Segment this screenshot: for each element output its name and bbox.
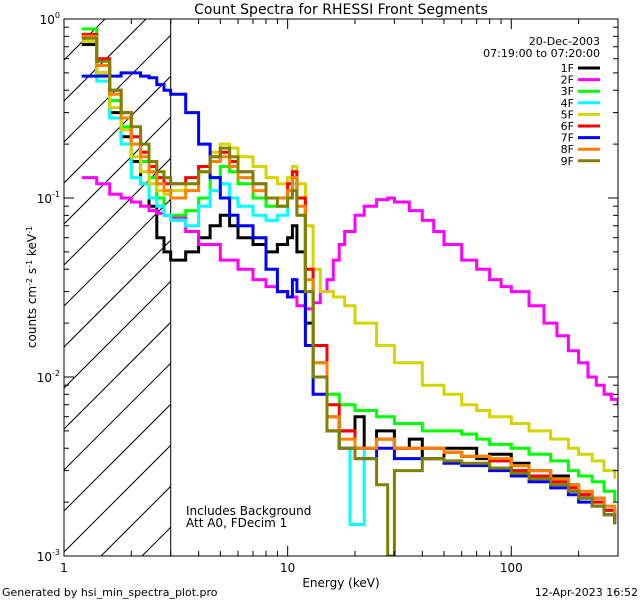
plot-frame: [63, 18, 619, 557]
x-tick-label: 10: [280, 561, 295, 575]
hatch-line: [64, 403, 171, 512]
series-line-8F: [81, 34, 617, 515]
legend-label-8F: 8F: [561, 143, 574, 156]
info-date: 20-Dec-2003: [529, 35, 600, 48]
series-line-7F: [81, 71, 617, 525]
hatch-line: [64, 19, 106, 61]
hatch-line: [64, 280, 171, 389]
y-tick-label: 10-1: [37, 190, 60, 206]
x-axis-label: Energy (keV): [302, 576, 379, 590]
series-line-2F: [81, 176, 618, 405]
hatch-line: [64, 239, 171, 348]
legend-label-3F: 3F: [561, 85, 574, 98]
footer-timestamp: 12-Apr-2023 16:52: [535, 586, 638, 599]
hatch-line: [64, 34, 171, 143]
hatch-line: [64, 198, 171, 307]
legend-label-1F: 1F: [561, 62, 574, 75]
hatch-line: [64, 116, 171, 225]
series-line-9F: [81, 36, 617, 556]
y-tick-label: 10-2: [37, 369, 60, 385]
chart-title: Count Spectra for RHESSI Front Segments: [194, 2, 488, 18]
annotation-attenuator: Att A0, FDecim 1: [186, 516, 287, 530]
attenuator-hatch-region: [64, 19, 171, 556]
hatch-line: [64, 321, 171, 430]
legend-label-7F: 7F: [561, 132, 574, 145]
hatch-line: [64, 362, 171, 471]
series-line-4F: [81, 34, 617, 526]
x-tick-label: 1: [60, 561, 68, 575]
info-time-range: 07:19:00 to 07:20:00: [483, 47, 600, 60]
y-tick-label: 10-3: [37, 548, 60, 564]
legend-label-9F: 9F: [561, 155, 574, 168]
annotation-background: Includes Background: [186, 504, 311, 518]
y-tick-label: 100: [40, 11, 60, 27]
x-tick-label: 100: [500, 561, 523, 575]
legend-label-5F: 5F: [561, 108, 574, 121]
legend-label-4F: 4F: [561, 97, 574, 110]
hatch-line: [64, 75, 171, 184]
legend-label-6F: 6F: [561, 120, 574, 133]
hatch-line: [64, 157, 171, 266]
legend-label-2F: 2F: [561, 74, 574, 87]
y-axis-label: counts cm-2 s-1 keV-1: [25, 226, 40, 348]
hatch-line: [64, 444, 171, 553]
footer-generated-by: Generated by hsi_min_spectra_plot.pro: [2, 586, 218, 599]
